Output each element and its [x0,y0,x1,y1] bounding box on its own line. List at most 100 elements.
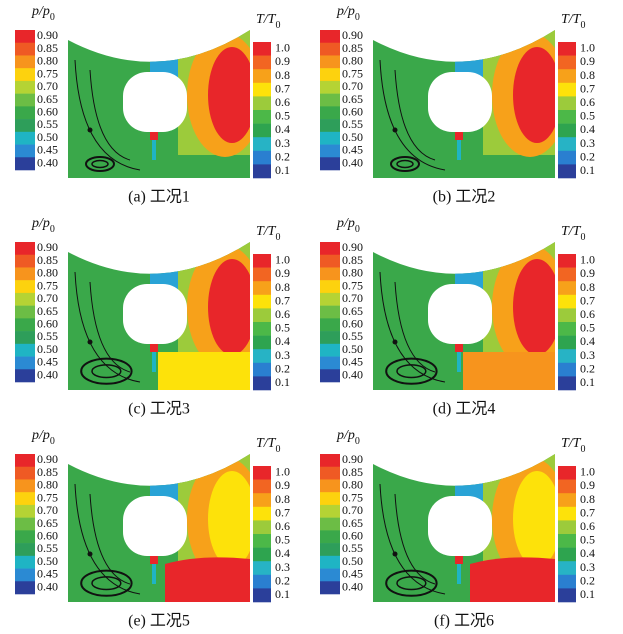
scale-label: T/T0 [256,436,280,455]
colorbar-segment [253,268,271,282]
colorbar-segment [558,151,576,165]
colorbar-tick: 0.7 [275,505,290,519]
colorbar-segment [253,336,271,350]
colorbar-tick: 0.2 [275,361,290,375]
colorbar-segment [558,83,576,97]
scale-label-sub: 0 [355,12,360,23]
colorbar-segment [15,543,35,556]
colorbar-tick: 0.5 [275,533,290,547]
colorbar-tick: 0.5 [275,321,290,335]
colorbar-segment [320,30,340,43]
colorbar-tick: 0.1 [275,163,290,177]
colorbar-segment [320,293,340,306]
colorbar-segment [558,548,576,562]
colorbar-segment [320,255,340,268]
colorbar-segment [15,106,35,119]
field-stem [457,352,461,372]
field-stem [455,344,463,352]
colorbar-tick: 0.9 [580,54,595,68]
panel-caption: (e) 工况5 [128,613,190,630]
colorbar-segment [15,344,35,357]
colorbar-tick: 0.3 [580,136,595,150]
colorbar-segment [15,43,35,56]
panel-caption: (f) 工况6 [434,613,494,630]
colorbar-segment [15,569,35,582]
colorbar-segment [320,157,340,170]
colorbar-segment [15,280,35,293]
vortex-core [88,340,93,345]
field-stem [457,564,461,584]
colorbar-segment [253,349,271,363]
colorbar-tick: 1.0 [275,253,290,267]
colorbar-segment [320,530,340,543]
colorbar-segment [15,479,35,492]
colorbar-tick: 0.3 [275,136,290,150]
colorbar-segment [253,137,271,151]
colorbar-segment [558,336,576,350]
colorbar-segment [320,556,340,569]
colorbar-segment [253,376,271,390]
colorbar-segment [15,293,35,306]
vortex-core [393,552,398,557]
panel-caption: (d) 工况4 [433,401,496,418]
colorbar-tick: 0.7 [275,81,290,95]
colorbar-segment [320,145,340,158]
panel-caption: (c) 工况3 [128,401,190,418]
field-hole [123,72,187,132]
colorbar-segment [320,81,340,94]
colorbar-segment [558,96,576,110]
colorbar-segment [320,505,340,518]
colorbar-segment [15,530,35,543]
contour-field [68,25,263,180]
colorbar-tick: 0.2 [580,361,595,375]
colorbar-segment [15,369,35,382]
colorbar-tick: 0.6 [275,307,290,321]
colorbar-segment [558,480,576,494]
scale-label-main: T/T [561,436,582,451]
scale-label-sub: 0 [580,232,585,243]
colorbar-tick: 0.7 [580,505,595,519]
colorbar-segment [558,137,576,151]
colorbar-segment [253,561,271,575]
colorbar-tick: 0.40 [37,579,58,593]
field-hole [428,496,492,556]
colorbar-segment [253,363,271,377]
colorbar-segment [15,467,35,480]
colorbar-tick: 0.9 [275,54,290,68]
colorbar-segment [253,493,271,507]
scale-label-main: T/T [256,436,277,451]
scale-label-sub: 0 [355,224,360,235]
colorbar-segment [558,575,576,589]
colorbar-segment [320,55,340,68]
field-zone [513,47,561,143]
scale-label-sub: 0 [50,224,55,235]
field-hole [123,496,187,556]
colorbar-segment [320,479,340,492]
figure: p/p00.900.850.800.750.700.650.600.550.50… [0,0,623,634]
colorbar-segment [15,94,35,107]
colorbar-tick: 0.5 [580,321,595,335]
colorbar-segment [15,306,35,319]
colorbar-segment [15,318,35,331]
scale-label-sub: 0 [580,20,585,31]
colorbar-segment [320,94,340,107]
scale-label: T/T0 [561,436,585,455]
colorbar-tick: 0.4 [275,334,290,348]
colorbar-tick: 1.0 [580,253,595,267]
colorbar-segment [558,493,576,507]
scale-label-main: p/p [336,216,355,231]
colorbar-segment [15,454,35,467]
colorbar-segment [558,322,576,336]
field-stem [150,556,158,564]
scale-label-main: p/p [31,4,50,19]
colorbar-tick: 0.3 [275,560,290,574]
colorbar-tick: 0.6 [580,519,595,533]
colorbar-tick: 0.40 [342,155,363,169]
colorbar-tick: 0.8 [275,68,290,82]
scale-label-main: T/T [561,12,582,27]
field-hole [123,284,187,344]
colorbar-segment [253,507,271,521]
colorbar-tick: 0.3 [275,348,290,362]
field-hole [428,284,492,344]
colorbar-tick: 0.1 [275,587,290,601]
